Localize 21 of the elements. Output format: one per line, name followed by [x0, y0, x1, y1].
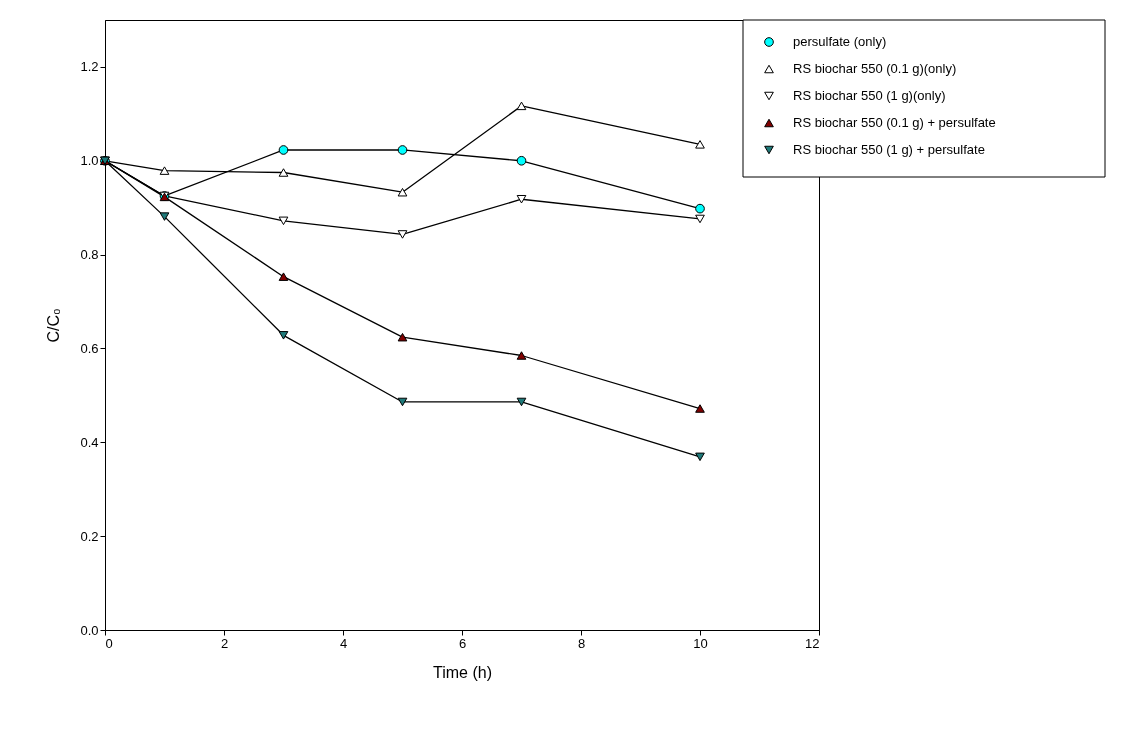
x-tick-label: 12	[805, 635, 820, 651]
y-tick-label: 1.2	[80, 59, 99, 75]
x-tick-label: 2	[220, 635, 229, 651]
y-tick-label: 1.0	[80, 153, 99, 169]
y-tick-label: 0.4	[80, 434, 99, 450]
x-tick-label: 6	[458, 635, 467, 651]
x-tick-label: 4	[339, 635, 348, 651]
legend-label: RS biochar 550 (1 g) + persulfate	[793, 142, 985, 157]
y-axis-title: C/C₀	[45, 308, 63, 343]
legend-label: RS biochar 550 (0.1 g) + persulfate	[793, 115, 996, 130]
y-tick-label: 0.0	[80, 622, 99, 638]
x-tick-label: 0	[105, 635, 113, 651]
x-tick-label: 8	[577, 635, 586, 651]
legend-label: RS biochar 550 (0.1 g)(only)	[793, 61, 957, 76]
legend-label: persulfate (only)	[793, 34, 887, 49]
legend-label: RS biochar 550 (1 g)(only)	[793, 88, 946, 103]
y-tick-label: 0.2	[80, 528, 99, 544]
x-axis-title: Time (h)	[433, 663, 492, 681]
y-tick-label: 0.8	[80, 247, 99, 263]
y-tick-label: 0.6	[80, 340, 99, 356]
x-tick-label: 10	[693, 635, 708, 651]
